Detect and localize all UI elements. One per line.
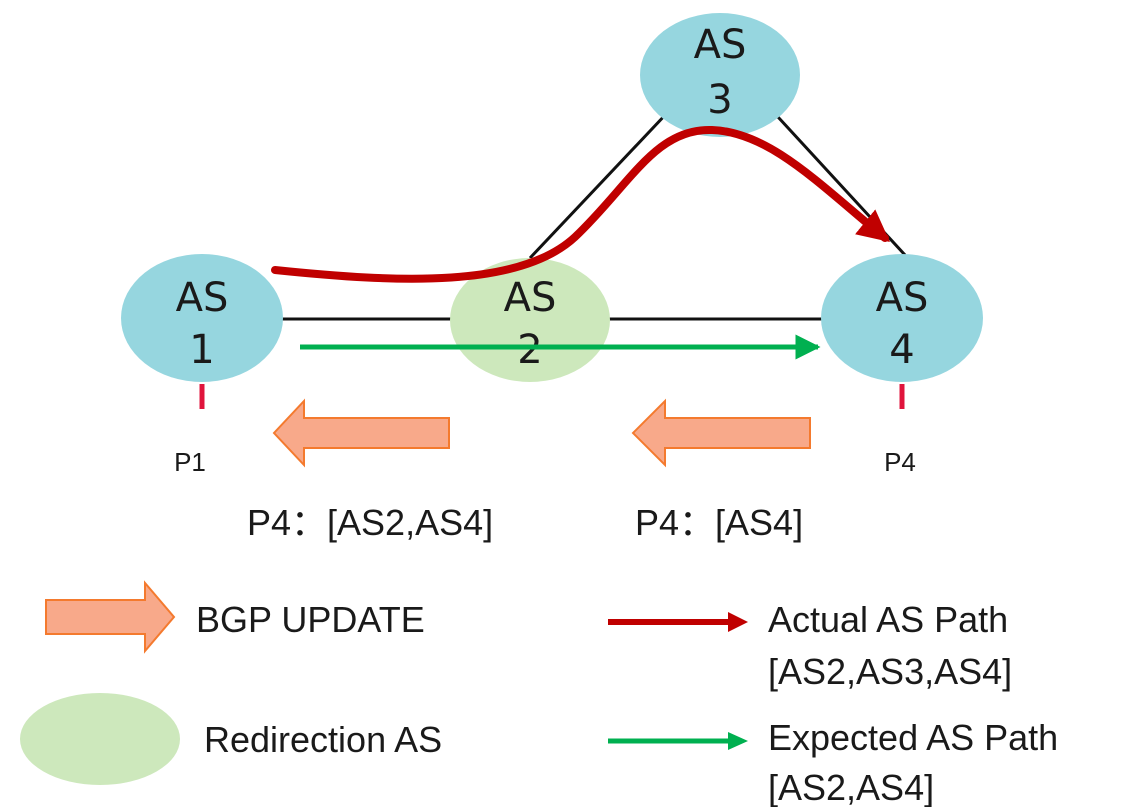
as1-node — [121, 254, 283, 382]
as2-label-bottom: 2 — [517, 327, 542, 373]
legend-actual-path-label: Actual AS Path — [768, 599, 1008, 640]
legend-redirection-as-label: Redirection AS — [204, 719, 442, 760]
p4-label: P4 — [884, 447, 916, 477]
update-left-label: P4：[AS2,AS4] — [247, 502, 493, 543]
as3-label-bottom: 3 — [707, 77, 732, 123]
as3-label-top: AS — [694, 22, 747, 68]
as1-label-bottom: 1 — [189, 327, 214, 373]
legend-expected-path-arrowhead — [728, 732, 748, 750]
legend-actual-path-value: [AS2,AS3,AS4] — [768, 651, 1012, 692]
legend-redirection-as-icon — [20, 693, 180, 785]
bgp-update-arrow-right — [631, 398, 811, 468]
p1-label: P1 — [174, 447, 206, 477]
legend-expected-path-value: [AS2,AS4] — [768, 767, 934, 807]
as1-label-top: AS — [176, 275, 229, 321]
as4-label-top: AS — [876, 275, 929, 321]
legend-bgp-update-icon — [45, 580, 176, 654]
legend-actual-path-arrowhead — [728, 612, 748, 632]
update-right-label: P4：[AS4] — [635, 502, 803, 543]
link-as2-as3 — [528, 110, 670, 260]
legend-bgp-update-label: BGP UPDATE — [196, 599, 425, 640]
legend-expected-path-label: Expected AS Path — [768, 717, 1058, 758]
actual-path-arrow — [271, 125, 890, 283]
as2-label-top: AS — [504, 275, 557, 321]
as3-node — [640, 13, 800, 137]
as4-node — [821, 254, 983, 382]
as4-label-bottom: 4 — [889, 327, 914, 373]
bgp-update-arrow-left — [272, 398, 450, 468]
as2-redirection-node — [450, 258, 610, 382]
